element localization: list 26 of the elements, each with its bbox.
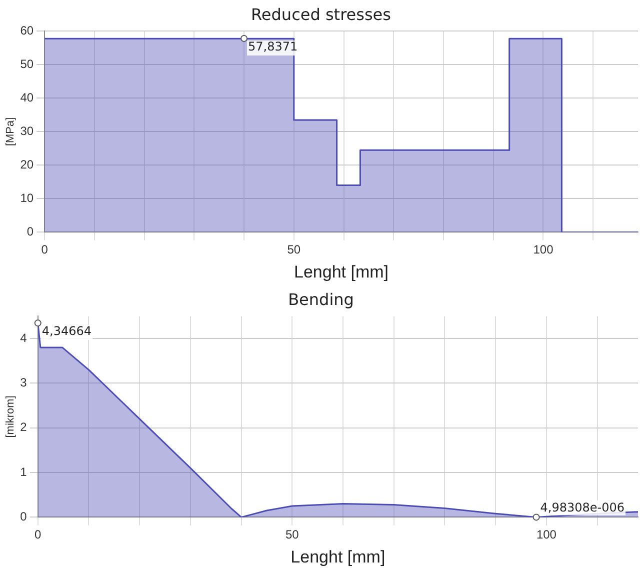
chart-title: Reduced stresses (251, 4, 391, 24)
x-axis-title: Lenght [mm] (290, 547, 386, 566)
x-tick-label: 100 (533, 242, 554, 257)
y-tick-label: 3 (20, 376, 28, 390)
y-tick-label: 2 (20, 420, 28, 434)
y-tick-label: 4 (20, 330, 28, 345)
y-tick-label: 60 (20, 24, 34, 38)
y-tick-label: 10 (20, 191, 34, 206)
y-tick-label: 20 (20, 158, 34, 172)
annotation: 4,34664 (42, 324, 92, 338)
y-tick-label: 50 (20, 57, 34, 72)
x-tick-label: 100 (536, 528, 557, 542)
x-tick-label: 50 (287, 242, 301, 257)
y-tick-label: 0 (20, 510, 28, 524)
x-tick-label: 0 (41, 242, 48, 257)
chart-title: Bending (288, 290, 354, 309)
y-axis-title: [mikrom] (4, 396, 17, 438)
x-axis-title: Lenght [mm] (294, 262, 389, 282)
y-tick-label: 40 (20, 90, 34, 105)
y-tick-label: 0 (26, 224, 34, 239)
y-tick-label: 30 (20, 124, 34, 138)
y-tick-label: 1 (20, 464, 28, 479)
y-axis-title: [MPa] (4, 117, 17, 146)
annotation: 4,98308e-006 (540, 500, 625, 514)
x-tick-label: 50 (285, 528, 300, 542)
annotation: 57,8371 (248, 40, 298, 54)
